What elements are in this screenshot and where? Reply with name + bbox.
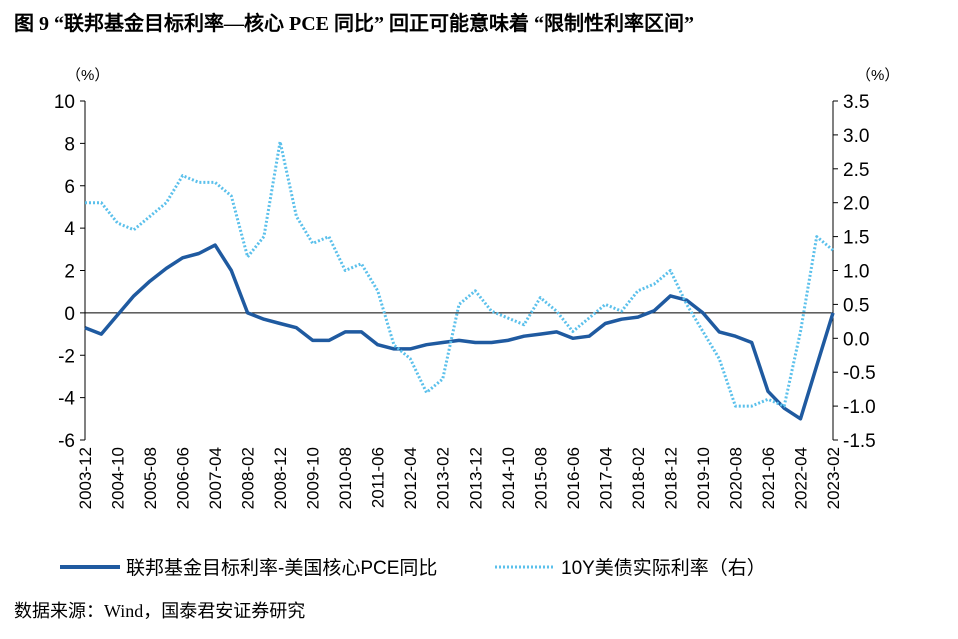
y2-tick-label: 0.5 <box>843 295 869 316</box>
series-line <box>84 243 835 421</box>
x-tick-label: 2020-08 <box>726 447 745 509</box>
x-tick-label: 2010-08 <box>336 447 355 509</box>
y2-tick-label: 2.5 <box>843 160 869 181</box>
y2-tick-label: 3.0 <box>843 126 869 147</box>
x-tick-label: 2004-10 <box>109 447 128 509</box>
source: 数据来源：Wind，国泰君安证券研究 <box>14 601 305 621</box>
series-line <box>85 140 834 408</box>
y2-tick-label: 1.0 <box>843 262 869 283</box>
y2-tick-label: 3.5 <box>843 92 869 113</box>
x-tick-label: 2018-02 <box>629 447 648 509</box>
x-tick-label: 2018-12 <box>661 447 680 509</box>
y2-tick-label: -0.5 <box>843 363 876 384</box>
x-tick-label: 2008-02 <box>239 447 258 509</box>
y-tick-label: 8 <box>64 134 75 155</box>
chart-title: 图 9 “联邦基金目标利率—核心 PCE 同比” 回正可能意味着 “限制性利率区… <box>14 11 694 35</box>
x-tick-label: 2023-02 <box>824 447 843 509</box>
x-tick-label: 2005-08 <box>141 447 160 509</box>
y-tick-label: 4 <box>64 219 75 240</box>
y-unit: （%） <box>66 67 109 84</box>
y-tick-label: 10 <box>54 92 75 113</box>
x-tick-label: 2003-12 <box>76 447 95 509</box>
x-tick-label: 2016-06 <box>564 447 583 509</box>
x-tick-label: 2007-04 <box>206 447 225 509</box>
y2-tick-label: 1.5 <box>843 228 869 249</box>
x-tick-label: 2019-10 <box>694 447 713 509</box>
y2-unit: （%） <box>856 67 899 84</box>
x-tick-label: 2009-10 <box>304 447 323 509</box>
legend-label: 10Y美债实际利率（右） <box>561 557 766 579</box>
y-tick-label: -2 <box>58 346 75 367</box>
y-tick-label: -6 <box>58 431 75 452</box>
y-tick-label: 6 <box>64 177 75 198</box>
y2-tick-label: 2.0 <box>843 194 869 215</box>
x-tick-label: 2015-08 <box>531 447 550 509</box>
x-tick-label: 2017-04 <box>596 447 615 509</box>
x-tick-label: 2013-12 <box>466 447 485 509</box>
x-tick-label: 2006-06 <box>174 447 193 509</box>
y-tick-label: 2 <box>64 262 75 283</box>
legend-label: 联邦基金目标利率-美国核心PCE同比 <box>126 557 437 579</box>
x-tick-label: 2022-04 <box>791 447 810 509</box>
x-tick-label: 2013-02 <box>434 447 453 509</box>
y-tick-label: -4 <box>58 389 75 410</box>
x-tick-label: 2014-10 <box>499 447 518 509</box>
x-tick-label: 2011-06 <box>369 447 388 508</box>
y2-tick-label: -1.5 <box>843 431 876 452</box>
y2-tick-label: 0.0 <box>843 329 869 350</box>
x-tick-label: 2021-06 <box>759 447 778 509</box>
y2-tick-label: -1.0 <box>843 397 876 418</box>
x-tick-label: 2012-04 <box>401 447 420 509</box>
x-tick-label: 2008-12 <box>271 447 290 509</box>
y-tick-label: 0 <box>64 304 75 325</box>
